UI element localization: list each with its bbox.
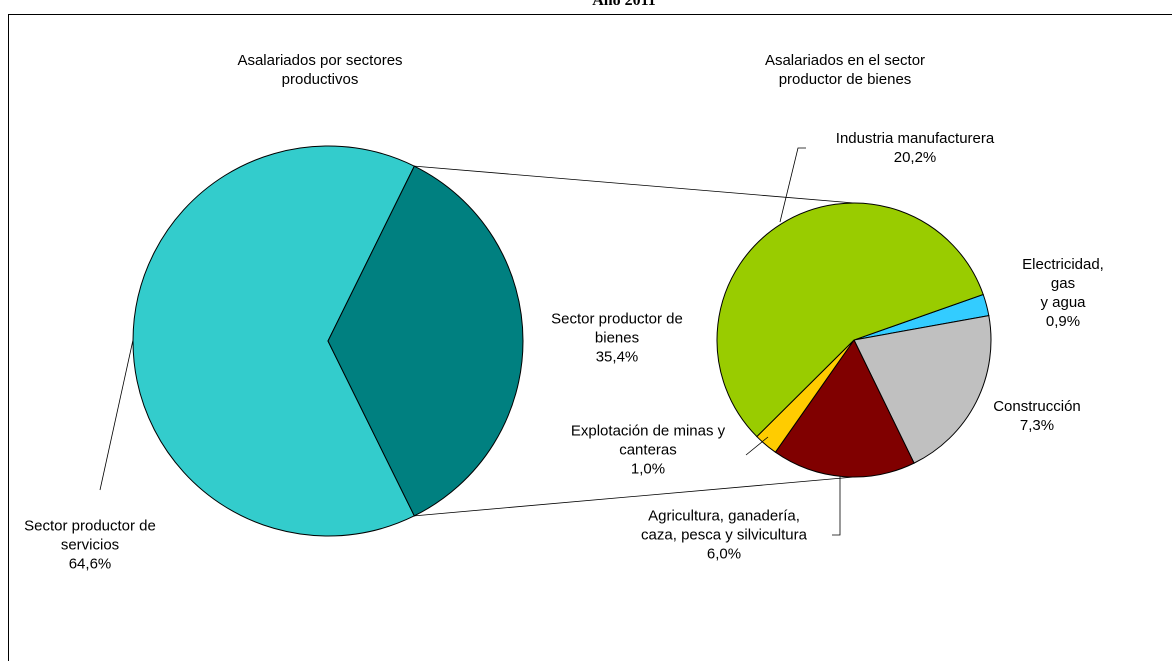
slice-name: Explotación de minas y canteras — [570, 422, 726, 459]
pie-title: Asalariados por sectores productivos — [237, 52, 403, 88]
pie-slice — [853, 315, 992, 464]
chart-title: Año 2011 — [592, 0, 656, 9]
slice-name: Sector productor de bienes — [551, 310, 683, 347]
slice-value: 1,0% — [630, 460, 666, 478]
slice-value: 20,2% — [893, 149, 937, 166]
slice-value: 0,9% — [1045, 313, 1081, 330]
pie-title: Asalariados en el sector productor de bi… — [764, 52, 926, 88]
leader-line — [414, 476, 855, 517]
slice-label: Sector productor de servicios 64,6% — [24, 517, 156, 574]
slice-value: 6,0% — [706, 545, 742, 563]
slice-label: Agricultura, ganadería, caza, pesca y si… — [641, 507, 807, 564]
slice-label: Industria manufacturera 20,2% — [836, 129, 994, 167]
slice-label: Explotación de minas y canteras 1,0% — [571, 422, 725, 479]
slice-name: Agricultura, ganadería, caza, pesca y si… — [641, 507, 807, 544]
slice-name: Construcción — [993, 398, 1081, 415]
chart-frame — [8, 14, 1172, 661]
slice-name: Industria manufacturera — [835, 130, 995, 147]
slice-value: 35,4% — [595, 348, 639, 366]
slice-label: Electricidad, gas y agua 0,9% — [1009, 255, 1118, 331]
leader-line — [745, 436, 769, 456]
leader-line — [414, 165, 855, 204]
leader-line — [779, 147, 806, 223]
pie-slice — [774, 339, 915, 478]
slice-name: Electricidad, gas y agua — [1022, 256, 1104, 311]
slice-label: Sector productor de bienes 35,4% — [551, 310, 683, 367]
slice-label: Construcción 7,3% — [993, 397, 1081, 435]
slice-value: 64,6% — [68, 555, 112, 573]
leader-line — [99, 339, 134, 491]
slice-value: 7,3% — [1019, 417, 1055, 434]
pie-slice — [327, 165, 524, 517]
slice-name: Sector productor de servicios — [24, 517, 156, 554]
pie-slice — [716, 202, 984, 438]
leader-line — [832, 476, 841, 536]
